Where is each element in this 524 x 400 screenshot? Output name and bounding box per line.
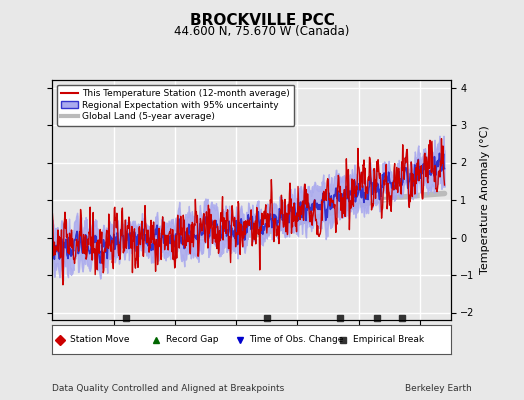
Text: 44.600 N, 75.670 W (Canada): 44.600 N, 75.670 W (Canada) — [174, 25, 350, 38]
Y-axis label: Temperature Anomaly (°C): Temperature Anomaly (°C) — [481, 126, 490, 274]
Text: BROCKVILLE PCC: BROCKVILLE PCC — [190, 13, 334, 28]
Text: Empirical Break: Empirical Break — [353, 335, 424, 344]
Text: Time of Obs. Change: Time of Obs. Change — [249, 335, 344, 344]
Text: Data Quality Controlled and Aligned at Breakpoints: Data Quality Controlled and Aligned at B… — [52, 384, 285, 393]
Text: Record Gap: Record Gap — [166, 335, 219, 344]
Text: Berkeley Earth: Berkeley Earth — [405, 384, 472, 393]
Legend: This Temperature Station (12-month average), Regional Expectation with 95% uncer: This Temperature Station (12-month avera… — [57, 84, 294, 126]
Text: Station Move: Station Move — [70, 335, 130, 344]
